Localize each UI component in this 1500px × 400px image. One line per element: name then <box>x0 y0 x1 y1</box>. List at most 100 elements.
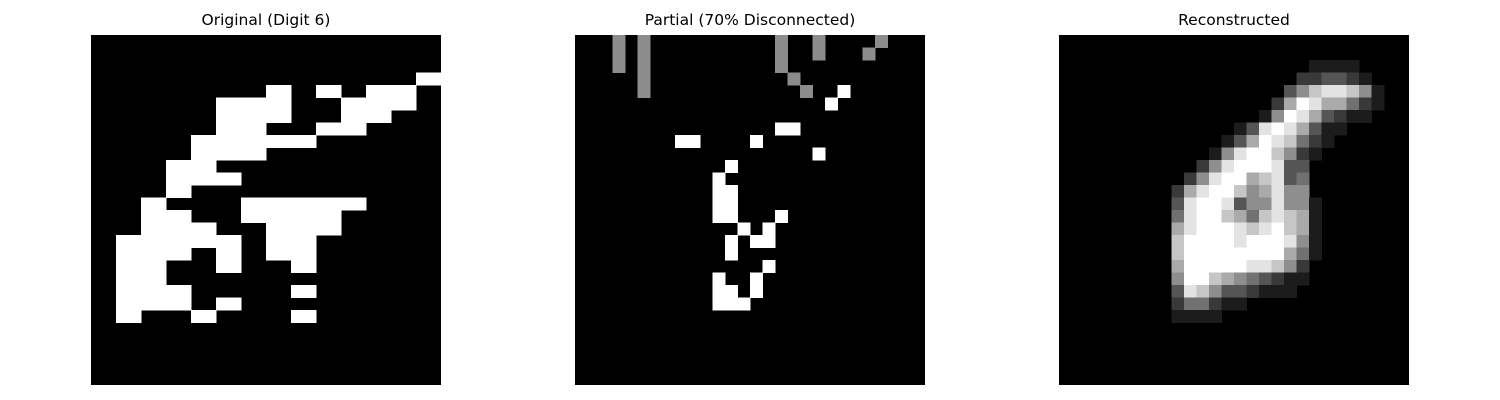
pixel-cell <box>1184 172 1197 186</box>
pixel-cell <box>1196 247 1210 261</box>
pixel-cell <box>1246 122 1260 136</box>
pixel-cell <box>291 247 304 261</box>
pixel-cell <box>1284 285 1297 298</box>
pixel-cell <box>341 110 354 123</box>
pixel-cell <box>141 260 154 273</box>
pixel-cell <box>153 260 167 273</box>
pixel-cell <box>862 47 876 61</box>
pixel-cell <box>1209 310 1222 323</box>
pixel-cell <box>1196 235 1210 248</box>
original-panel: Original (Digit 6) <box>91 0 441 400</box>
pixel-cell <box>378 85 392 98</box>
pixel-cell <box>725 185 738 198</box>
pixel-cell <box>128 235 142 248</box>
pixel-cell <box>1321 110 1335 123</box>
reconstructed-image <box>1059 35 1409 385</box>
original-image <box>91 35 441 385</box>
pixel-cell <box>637 35 651 48</box>
pixel-cell <box>291 285 304 298</box>
pixel-cell <box>203 172 217 186</box>
pixel-cell <box>1171 185 1185 198</box>
pixel-cell <box>1209 272 1222 286</box>
pixel-cell <box>391 85 404 98</box>
pixel-cell <box>712 197 726 211</box>
pixel-cell <box>1246 235 1260 248</box>
pixel-cell <box>303 222 317 236</box>
pixel-cell <box>1209 235 1222 248</box>
pixel-cell <box>266 197 279 211</box>
pixel-cell <box>253 97 267 111</box>
pixel-cell <box>378 110 392 123</box>
pixel-cell <box>1284 247 1297 261</box>
pixel-cell <box>253 135 267 148</box>
pixel-cell <box>1196 172 1210 186</box>
pixel-cell <box>837 85 851 98</box>
pixel-cell <box>1184 235 1197 248</box>
pixel-cell <box>1234 210 1247 223</box>
pixel-cell <box>166 160 179 173</box>
pixel-cell <box>1196 197 1210 211</box>
pixel-cell <box>1284 222 1297 236</box>
pixel-cell <box>316 210 329 223</box>
pixel-cell <box>1259 185 1272 198</box>
pixel-cell <box>191 235 204 248</box>
pixel-cell <box>1271 210 1285 223</box>
pixel-cell <box>725 297 738 311</box>
pixel-cell <box>1259 247 1272 261</box>
pixel-cell <box>428 72 441 86</box>
pixel-cell <box>228 260 242 273</box>
pixel-cell <box>712 285 726 298</box>
pixel-cell <box>191 310 204 323</box>
pixel-cell <box>1184 285 1197 298</box>
pixel-cell <box>712 172 726 186</box>
pixel-cell <box>1309 97 1322 111</box>
pixel-cell <box>303 310 317 323</box>
pixel-cell <box>303 247 317 261</box>
pixel-cell <box>416 72 429 86</box>
pixel-cell <box>128 247 142 261</box>
pixel-cell <box>228 110 242 123</box>
pixel-cell <box>1271 185 1285 198</box>
pixel-cell <box>241 197 254 211</box>
pixel-cell <box>1184 247 1197 261</box>
pixel-cell <box>278 85 292 98</box>
pixel-cell <box>241 135 254 148</box>
pixel-cell <box>353 110 367 123</box>
pixel-cell <box>328 122 342 136</box>
pixel-cell <box>1234 222 1247 236</box>
pixel-cell <box>341 122 354 136</box>
pixel-cell <box>191 147 204 161</box>
pixel-cell <box>203 147 217 161</box>
pixel-cell <box>725 235 738 248</box>
pixel-cell <box>725 285 738 298</box>
pixel-cell <box>1321 60 1335 73</box>
pixel-cell <box>1221 297 1235 311</box>
pixel-cell <box>1271 272 1285 286</box>
pixel-cell <box>1171 310 1185 323</box>
pixel-cell <box>1296 72 1310 86</box>
pixel-cell <box>128 272 142 286</box>
pixel-cell <box>178 172 192 186</box>
pixel-cell <box>166 285 179 298</box>
pixel-cell <box>1284 135 1297 148</box>
pixel-cell <box>1171 197 1185 211</box>
pixel-cell <box>128 297 142 311</box>
pixel-cell <box>1221 272 1235 286</box>
partial-panel: Partial (70% Disconnected) <box>575 0 925 400</box>
pixel-cell <box>116 297 129 311</box>
pixel-cell <box>1221 222 1235 236</box>
pixel-cell <box>1171 247 1185 261</box>
pixel-cell <box>166 222 179 236</box>
pixel-cell <box>812 47 826 61</box>
pixel-cell <box>291 222 304 236</box>
pixel-cell <box>1321 97 1335 111</box>
pixel-cell <box>1184 260 1197 273</box>
pixel-cell <box>1259 135 1272 148</box>
pixel-cell <box>1259 285 1272 298</box>
pixel-cell <box>266 222 279 236</box>
pixel-cell <box>775 210 788 223</box>
pixel-cell <box>1271 172 1285 186</box>
pixel-cell <box>1171 297 1185 311</box>
pixel-cell <box>291 210 304 223</box>
pixel-cell <box>141 285 154 298</box>
